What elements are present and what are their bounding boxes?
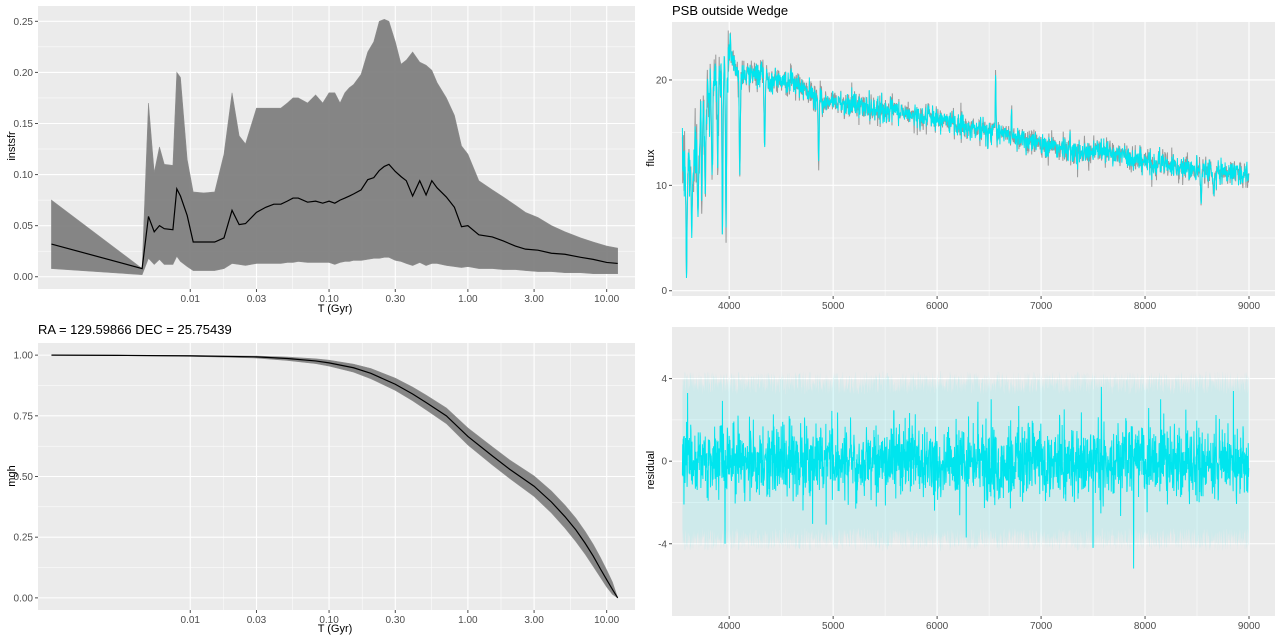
mgh-x-tick-label: 1.00 (458, 615, 478, 626)
instsfr-y-tick-label: 0.25 (14, 17, 34, 28)
instsfr-median-line (51, 163, 618, 270)
mgh-y-tick-label: 0.75 (14, 411, 34, 422)
mgh-y-axis-title: mgh (6, 465, 18, 486)
residual-line (681, 386, 1250, 569)
mgh-median-line (51, 354, 619, 599)
mgh-y-tick-label: 0.00 (14, 593, 34, 604)
flux-x-tick-label: 5000 (822, 301, 845, 312)
mgh-x-tick-label: 0.10 (319, 615, 339, 626)
residual-y-tick-label: -4 (658, 539, 667, 550)
instsfr-x-tick-label: 0.30 (386, 294, 406, 305)
mgh-marks (51, 354, 619, 599)
instsfr-x-tick-label: 0.03 (247, 294, 267, 305)
flux-y-tick-label: 0 (661, 286, 667, 297)
flux-x-tick-label: 8000 (1134, 301, 1157, 312)
mgh-x-tick-label: 3.00 (524, 615, 544, 626)
residual-y-axis-title: residual (645, 451, 657, 490)
instsfr-x-tick-label: 3.00 (524, 294, 544, 305)
mgh-y-tick-label: 1.00 (14, 351, 34, 362)
residual-x-tick-label: 9000 (1238, 621, 1261, 632)
flux-y-axis-title: flux (645, 149, 657, 167)
flux-observed-spectrum-line (681, 33, 1250, 278)
instsfr-x-tick-label: 0.10 (319, 294, 339, 305)
residual-marks (681, 370, 1250, 569)
residual-x-tick-label: 4000 (718, 621, 741, 632)
mgh-chart-layer: 0.00 0.25 0.50 0.75 1.00 0.01 0.03 0.10 0.30 1.00… (14, 343, 635, 626)
instsfr-x-tick-label: 10.00 (594, 294, 619, 305)
flux-x-tick-label: 4000 (718, 301, 741, 312)
flux-x-tick-label: 9000 (1238, 301, 1261, 312)
mgh-x-axis-title: T (Gyr) (318, 623, 353, 635)
mgh-x-tick-label: 0.30 (386, 615, 406, 626)
mgh-x-tick-label: 0.01 (181, 615, 201, 626)
flux-title: PSB outside Wedge (672, 3, 788, 18)
residual-x-tick-label: 6000 (926, 621, 949, 632)
instsfr-y-axis-title: instsfr (6, 131, 18, 161)
instsfr-y-tick-label: 0.15 (14, 119, 34, 130)
residual-x-tick-label: 5000 (822, 621, 845, 632)
residual-x-tick-label: 7000 (1030, 621, 1053, 632)
instsfr-chart-layer: 0.00 0.05 0.10 0.15 0.20 0.25 0.01 0.03 0.10 0.30… (14, 6, 635, 305)
flux-marks (681, 30, 1250, 278)
mgh-panel: 0.00 0.25 0.50 0.75 1.00 0.01 0.03 0.10 0.30 1.00… (6, 322, 635, 635)
residual-y-tick-label: 0 (661, 457, 667, 468)
instsfr-panel: 0.00 0.05 0.10 0.15 0.20 0.25 0.01 0.03 0.10 0.30… (6, 6, 635, 315)
instsfr-x-tick-label: 1.00 (458, 294, 478, 305)
mgh-x-tick-label: 0.03 (247, 615, 267, 626)
mgh-y-tick-label: 0.25 (14, 533, 34, 544)
instsfr-y-tick-label: 0.10 (14, 170, 34, 181)
instsfr-credible-ribbon (51, 18, 618, 276)
flux-y-tick-label: 10 (656, 181, 668, 192)
instsfr-x-axis-title: T (Gyr) (318, 303, 353, 315)
residual-panel: -4 0 4 4000 5000 6000 7000 8000 9000 residual (645, 327, 1275, 632)
flux-x-tick-label: 7000 (1030, 301, 1053, 312)
instsfr-x-tick-label: 0.01 (181, 294, 201, 305)
flux-y-tick-label: 20 (656, 75, 668, 86)
residual-y-tick-label: 4 (661, 374, 667, 385)
instsfr-y-tick-label: 0.20 (14, 68, 34, 79)
instsfr-marks (51, 18, 618, 276)
instsfr-y-tick-label: 0.05 (14, 221, 34, 232)
mgh-x-tick-label: 10.00 (594, 615, 619, 626)
mgh-title: RA = 129.59866 DEC = 25.75439 (38, 322, 232, 337)
flux-chart-layer: 0 10 20 4000 5000 6000 7000 8000 9000 (656, 22, 1275, 312)
residual-x-tick-label: 8000 (1134, 621, 1157, 632)
residual-chart-layer: -4 0 4 4000 5000 6000 7000 8000 9000 (658, 327, 1275, 632)
flux-x-tick-label: 6000 (926, 301, 949, 312)
instsfr-y-tick-label: 0.00 (14, 272, 34, 283)
flux-panel: 0 10 20 4000 5000 6000 7000 8000 9000 PSB outsid… (645, 3, 1275, 312)
mgh-y-tick-label: 0.50 (14, 472, 34, 483)
flux-plot-background (672, 22, 1275, 296)
